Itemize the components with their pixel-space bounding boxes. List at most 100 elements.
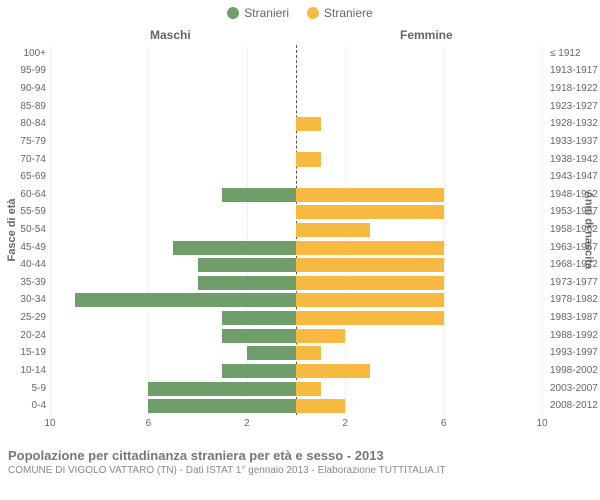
age-row	[50, 345, 542, 363]
age-row	[50, 239, 542, 257]
birth-label: 1933-1937	[546, 137, 600, 147]
y-axis-birth: ≤ 1912 1913-1917 1918-1922 1923-1927 1928-19…	[546, 45, 600, 415]
bar-female	[296, 311, 444, 325]
legend-swatch-female	[307, 7, 319, 19]
age-row	[50, 256, 542, 274]
bar-female	[296, 117, 321, 131]
birth-label: 1943-1947	[546, 172, 600, 182]
age-label: 100+	[0, 49, 46, 59]
bar-male	[198, 276, 296, 290]
bar-female	[296, 364, 370, 378]
age-row	[50, 274, 542, 292]
birth-label: 2003-2007	[546, 384, 600, 394]
age-label: 30-34	[0, 295, 46, 305]
age-row	[50, 186, 542, 204]
age-row	[50, 309, 542, 327]
bar-female	[296, 346, 321, 360]
birth-label: 1948-1952	[546, 190, 600, 200]
bar-female	[296, 205, 444, 219]
gridline	[542, 45, 543, 415]
bar-female	[296, 293, 444, 307]
age-label: 35-39	[0, 278, 46, 288]
bar-male	[222, 329, 296, 343]
chart-title: Popolazione per cittadinanza straniera p…	[8, 448, 592, 463]
age-row	[50, 80, 542, 98]
birth-label: 1998-2002	[546, 366, 600, 376]
footer: Popolazione per cittadinanza straniera p…	[8, 448, 592, 476]
birth-label: 1963-1967	[546, 243, 600, 253]
birth-label: 2008-2012	[546, 401, 600, 411]
age-label: 10-14	[0, 366, 46, 376]
legend-item-female: Straniere	[307, 6, 373, 20]
age-label: 55-59	[0, 207, 46, 217]
age-row	[50, 98, 542, 116]
birth-label: 1958-1962	[546, 225, 600, 235]
x-axis: 10622610	[50, 418, 542, 432]
age-row	[50, 292, 542, 310]
birth-label: 1918-1922	[546, 84, 600, 94]
bar-female	[296, 241, 444, 255]
col-header-male: Maschi	[150, 28, 191, 42]
x-tick: 10	[44, 418, 55, 429]
age-row	[50, 115, 542, 133]
bar-female	[296, 276, 444, 290]
bar-female	[296, 152, 321, 166]
legend-label-female: Straniere	[324, 6, 373, 20]
birth-label: 1983-1987	[546, 313, 600, 323]
age-row	[50, 397, 542, 415]
birth-label: 1953-1957	[546, 207, 600, 217]
bar-male	[222, 364, 296, 378]
birth-label: 1968-1972	[546, 260, 600, 270]
birth-label: 1993-1997	[546, 348, 600, 358]
age-row	[50, 168, 542, 186]
bar-female	[296, 258, 444, 272]
age-label: 15-19	[0, 348, 46, 358]
x-tick: 10	[536, 418, 547, 429]
bar-male	[222, 188, 296, 202]
legend-swatch-male	[227, 7, 239, 19]
age-row	[50, 204, 542, 222]
birth-label: 1988-1992	[546, 331, 600, 341]
legend-label-male: Stranieri	[244, 6, 289, 20]
birth-label: 1973-1977	[546, 278, 600, 288]
legend: Stranieri Straniere	[0, 0, 600, 20]
x-tick: 2	[244, 418, 250, 429]
bar-male	[247, 346, 296, 360]
age-row	[50, 380, 542, 398]
age-label: 20-24	[0, 331, 46, 341]
bar-male	[198, 258, 296, 272]
bar-female	[296, 399, 345, 413]
age-row	[50, 151, 542, 169]
age-label: 5-9	[0, 384, 46, 394]
age-label: 60-64	[0, 190, 46, 200]
age-label: 0-4	[0, 401, 46, 411]
bar-female	[296, 329, 345, 343]
age-label: 70-74	[0, 155, 46, 165]
age-label: 25-29	[0, 313, 46, 323]
age-row	[50, 221, 542, 239]
x-tick: 6	[441, 418, 447, 429]
chart-subtitle: COMUNE DI VIGOLO VATTARO (TN) - Dati IST…	[8, 465, 592, 476]
chart-area	[50, 45, 542, 430]
birth-label: 1928-1932	[546, 119, 600, 129]
birth-label: 1923-1927	[546, 102, 600, 112]
age-label: 50-54	[0, 225, 46, 235]
bar-male	[75, 293, 296, 307]
x-tick: 6	[146, 418, 152, 429]
birth-label: 1938-1942	[546, 155, 600, 165]
age-label: 85-89	[0, 102, 46, 112]
birth-label: 1913-1917	[546, 66, 600, 76]
x-tick: 2	[342, 418, 348, 429]
age-row	[50, 45, 542, 63]
age-row	[50, 362, 542, 380]
age-label: 80-84	[0, 119, 46, 129]
birth-label: 1978-1982	[546, 295, 600, 305]
age-row	[50, 327, 542, 345]
age-label: 65-69	[0, 172, 46, 182]
age-label: 95-99	[0, 66, 46, 76]
bar-female	[296, 223, 370, 237]
birth-label: ≤ 1912	[546, 49, 600, 59]
age-label: 75-79	[0, 137, 46, 147]
age-row	[50, 133, 542, 151]
bar-male	[173, 241, 296, 255]
